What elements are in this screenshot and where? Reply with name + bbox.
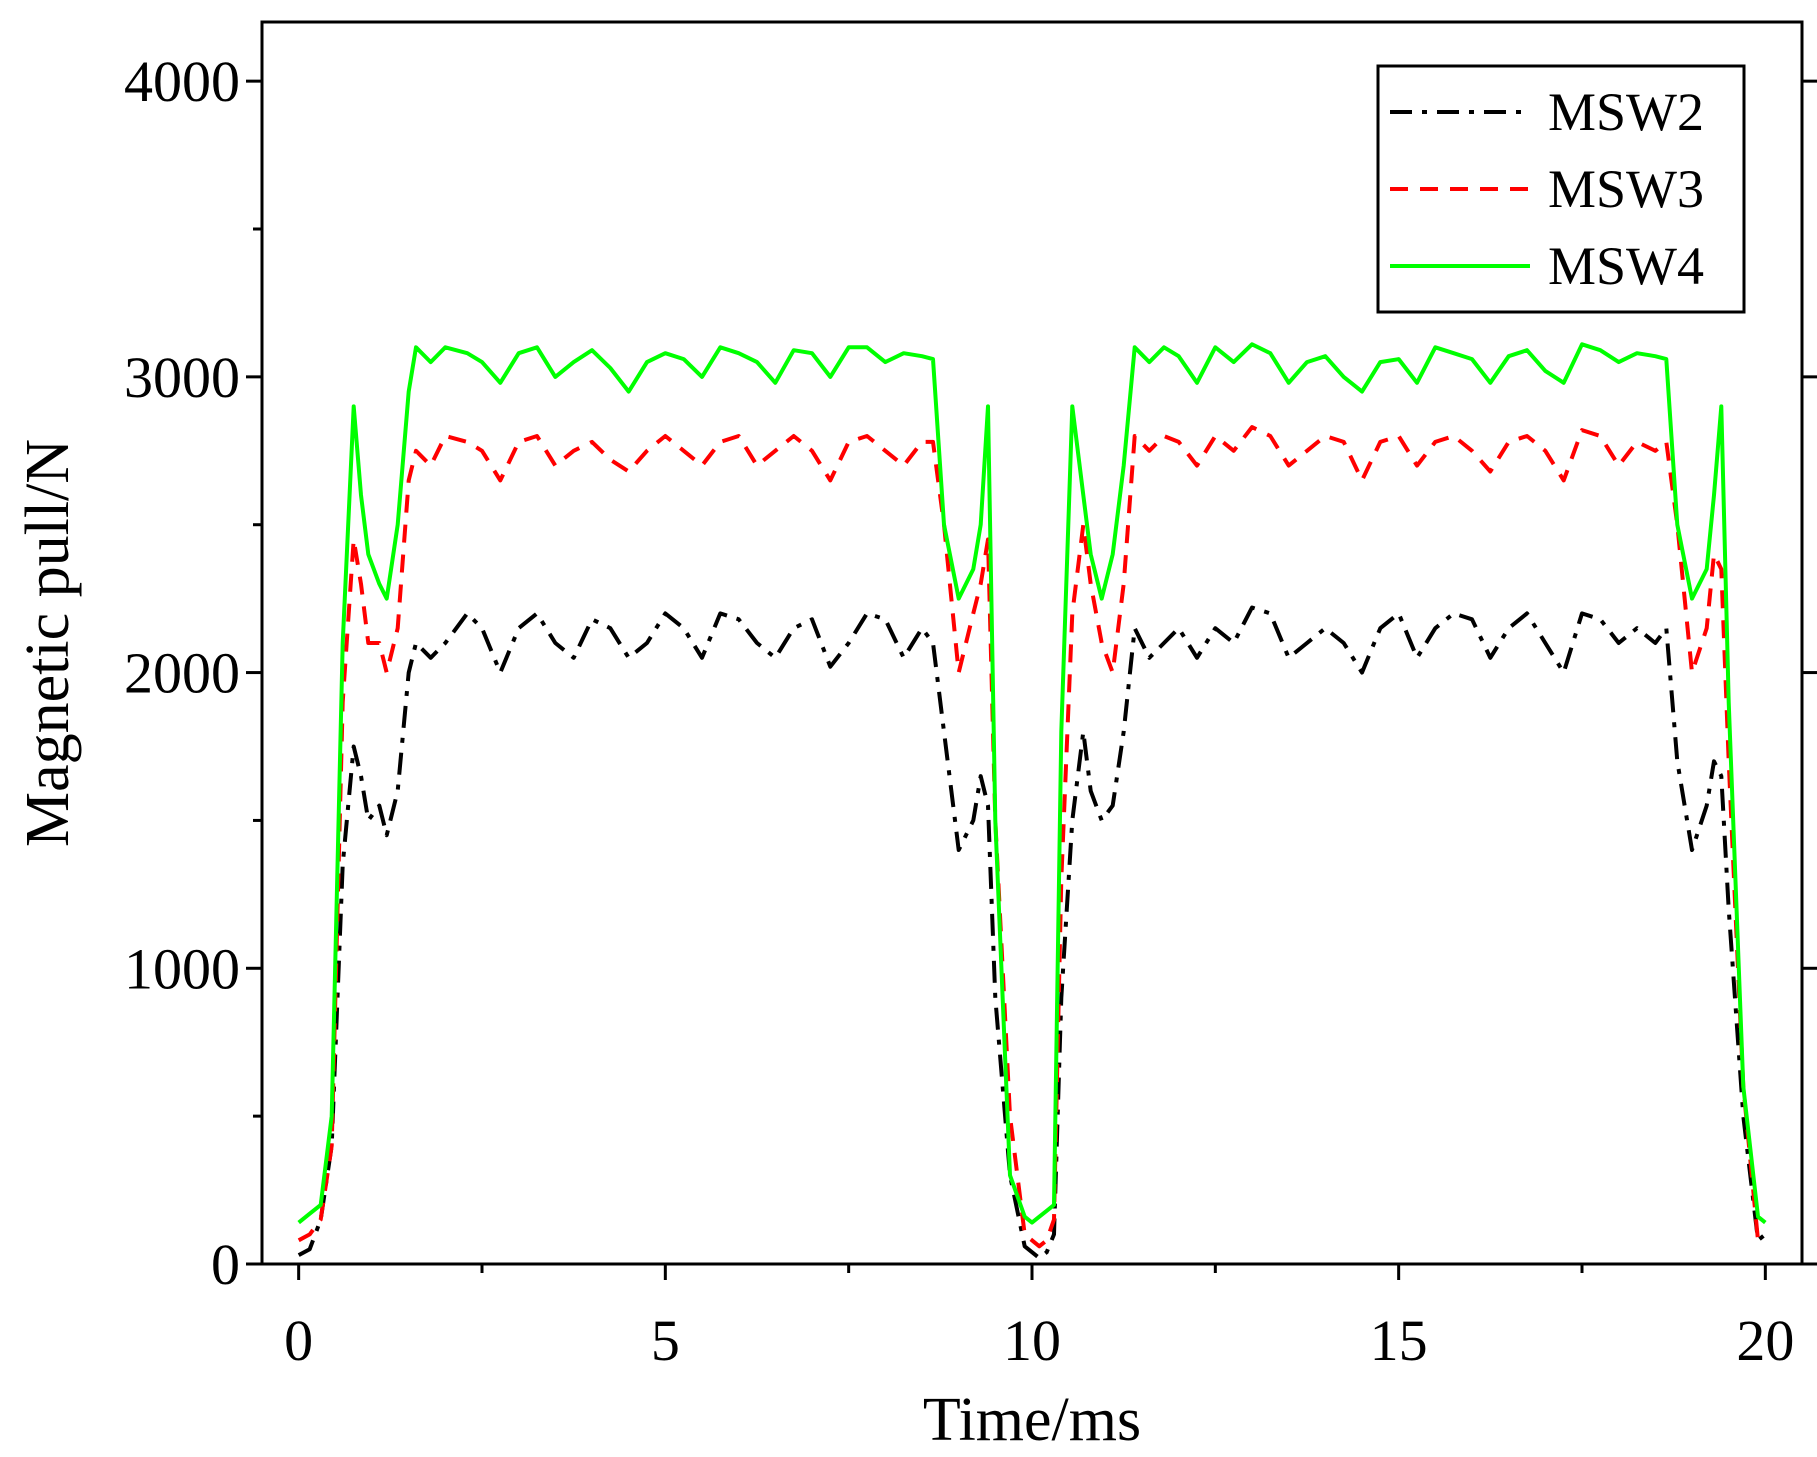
- legend-box: [1376, 64, 1746, 314]
- y-tick-label: 4000: [124, 49, 240, 114]
- x-axis-title: Time/ms: [923, 1386, 1141, 1454]
- legend-label-msw3: MSW3: [1548, 159, 1704, 219]
- y-tick-label: 2000: [124, 641, 240, 706]
- y-axis-tick-labels: 0 1000 2000 3000 4000: [124, 49, 240, 1297]
- series-line-msw4: [297, 342, 1767, 1225]
- x-tick-label: 15: [1370, 1308, 1428, 1373]
- y-tick-label: 1000: [124, 936, 240, 1001]
- legend-label-msw2: MSW2: [1548, 82, 1704, 142]
- y-axis-title: Magnetic pull/N: [14, 439, 82, 847]
- x-axis-tick-labels: 0 5 10 15 20: [284, 1308, 1794, 1373]
- y-tick-label: 3000: [124, 345, 240, 410]
- series-line-msw3: [297, 425, 1766, 1249]
- y-tick-label: 0: [211, 1232, 240, 1297]
- legend: MSW2 MSW3 MSW4: [1376, 64, 1746, 314]
- x-axis-ticks: [297, 1264, 1767, 1280]
- series-line-msw2: [297, 605, 1767, 1261]
- x-tick-label: 10: [1003, 1308, 1061, 1373]
- x-tick-label: 5: [651, 1308, 680, 1373]
- y-axis-ticks: [246, 79, 1817, 1266]
- x-tick-label: 0: [284, 1308, 313, 1373]
- legend-label-msw4: MSW4: [1548, 236, 1704, 296]
- series-group: [297, 342, 1767, 1261]
- x-tick-label: 20: [1736, 1308, 1794, 1373]
